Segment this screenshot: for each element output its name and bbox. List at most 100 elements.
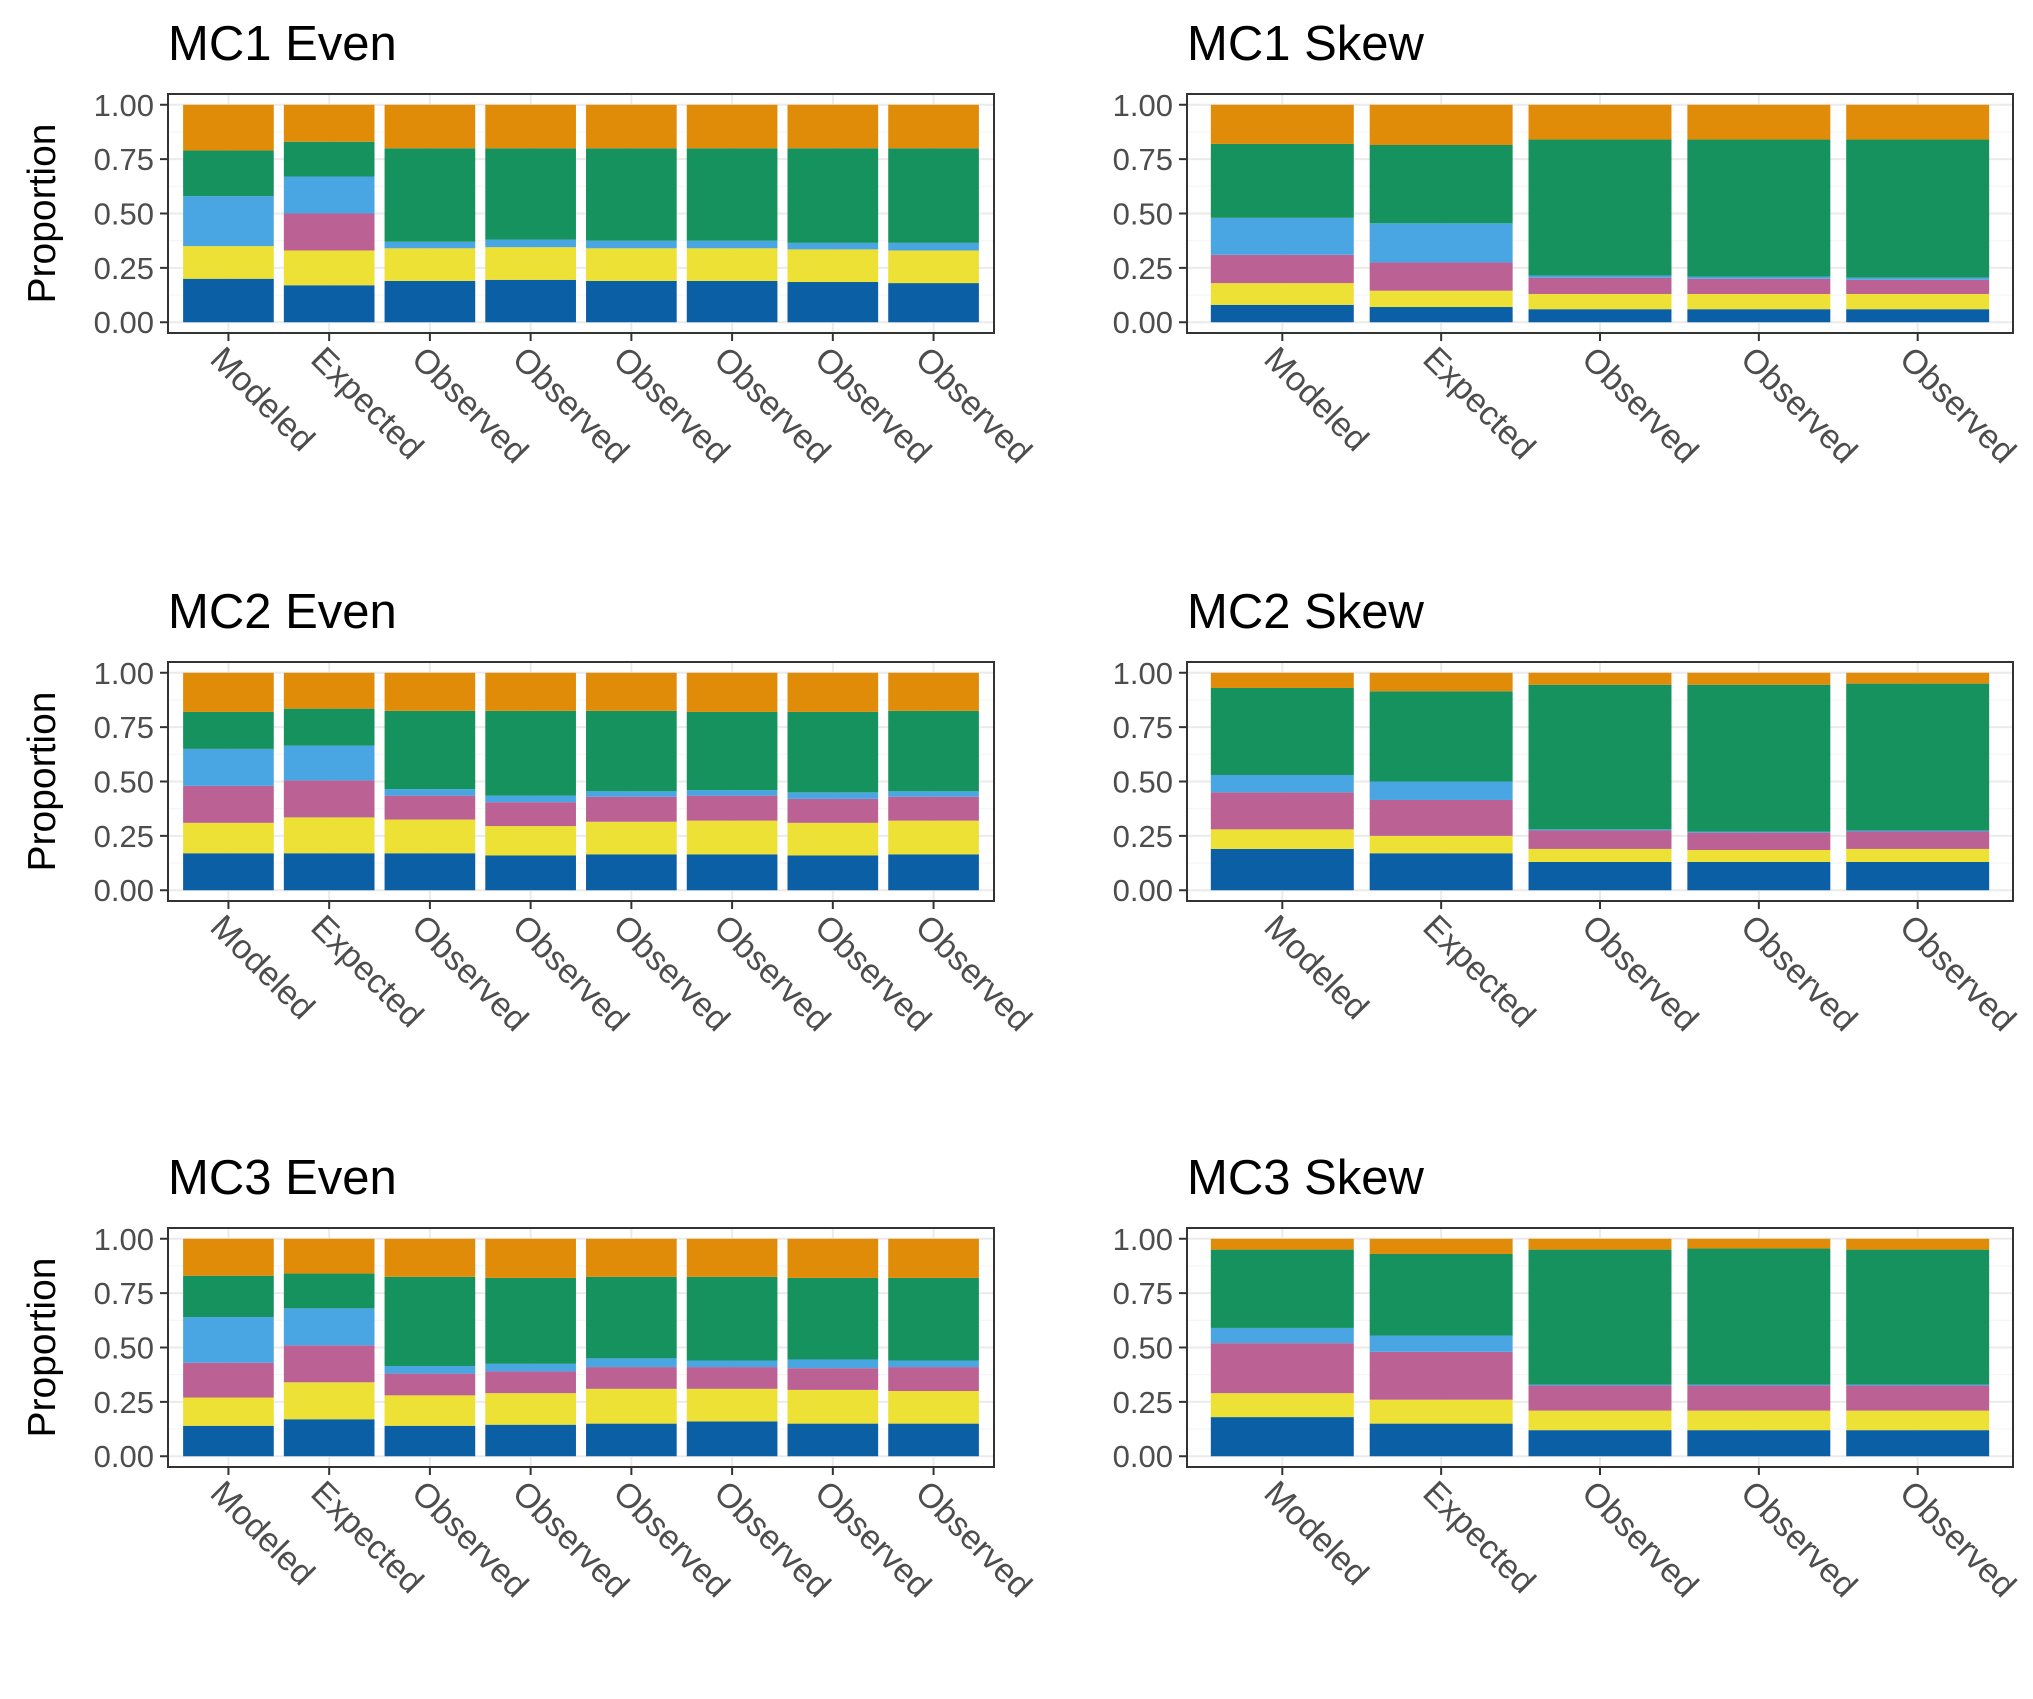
x-tick-label: Expected (1415, 908, 1542, 1035)
bar-8 (888, 1238, 979, 1457)
bar-6 (686, 672, 778, 891)
bar-segment-pink (1210, 1343, 1354, 1394)
bar-segment-green (586, 710, 677, 792)
bar-2 (1369, 104, 1513, 323)
y-tick-label: 1.00 (1113, 88, 1173, 123)
bar-1 (183, 672, 274, 891)
y-tick-label: 0.00 (1113, 1439, 1173, 1474)
bar-segment-blue (787, 855, 879, 891)
x-tick-label: Observed (1574, 908, 1705, 1039)
x-tick-label: Modeled (203, 908, 322, 1027)
bar-segment-green (586, 148, 677, 241)
bar-segment-yellow (586, 248, 677, 281)
bar-segment-skyblue (1210, 1327, 1354, 1344)
bar-segment-green (485, 148, 576, 240)
bar-segment-skyblue (1210, 774, 1354, 793)
bar-segment-blue (787, 1423, 879, 1457)
bar-segment-pink (183, 1362, 274, 1398)
bar-segment-orange (283, 104, 375, 142)
bar-segment-pink (1528, 1385, 1672, 1411)
bar-segment-yellow (686, 248, 778, 281)
bar-segment-pink (1369, 1351, 1513, 1400)
bar-segment-yellow (787, 1389, 879, 1424)
chart-panel-5: 0.000.250.500.751.00ModeledExpectedObser… (21, 1151, 1039, 1605)
bar-segment-blue (586, 854, 677, 891)
bar-segment-blue (384, 1425, 476, 1457)
bar-segment-orange (283, 1238, 375, 1274)
bar-segment-green (686, 148, 778, 241)
bar-segment-pink (586, 1367, 677, 1389)
bar-segment-pink (485, 802, 576, 827)
x-tick-label: Modeled (203, 340, 322, 459)
bar-segment-skyblue (1687, 831, 1831, 833)
bar-segment-green (1687, 684, 1831, 832)
bar-segment-orange (485, 104, 576, 149)
bar-1 (1210, 1238, 1354, 1457)
bar-segment-yellow (183, 246, 274, 279)
bar-segment-green (1687, 139, 1831, 277)
bar-segment-skyblue (485, 239, 576, 248)
bar-segment-pink (586, 796, 677, 822)
y-tick-label: 0.00 (1113, 305, 1173, 340)
bar-segment-orange (384, 1238, 476, 1277)
bar-segment-orange (1369, 1238, 1513, 1254)
bar-segment-green (1210, 143, 1354, 218)
bar-segment-skyblue (586, 240, 677, 249)
bar-segment-pink (1369, 799, 1513, 836)
y-tick-label: 1.00 (94, 88, 154, 123)
bar-segment-orange (586, 1238, 677, 1277)
bar-segment-yellow (1369, 1399, 1513, 1424)
y-tick-label: 0.25 (94, 819, 154, 854)
bar-segment-pink (1846, 279, 1990, 294)
bar-7 (787, 104, 879, 323)
bar-segment-blue (384, 280, 476, 323)
bar-8 (888, 672, 979, 891)
bar-segment-pink (686, 795, 778, 821)
x-tick-label: Modeled (1257, 908, 1376, 1027)
bar-segment-pink (485, 1371, 576, 1394)
bar-3 (384, 672, 476, 891)
bar-segment-pink (1528, 830, 1672, 849)
bar-segment-skyblue (686, 790, 778, 796)
bar-segment-blue (384, 853, 476, 891)
bar-segment-skyblue (787, 242, 879, 250)
bar-segment-green (787, 711, 879, 793)
bar-5 (586, 672, 677, 891)
bar-segment-green (384, 1276, 476, 1366)
bar-segment-blue (183, 1425, 274, 1457)
chart-title: MC3 Even (168, 1151, 397, 1205)
y-tick-label: 1.00 (1113, 1222, 1173, 1257)
bar-segment-blue (283, 1419, 375, 1457)
bar-segment-green (1846, 683, 1990, 831)
bar-1 (183, 104, 274, 323)
x-tick-label: Modeled (1257, 340, 1376, 459)
bar-segment-orange (686, 672, 778, 712)
bar-7 (787, 672, 879, 891)
x-tick-label: Observed (1892, 908, 2023, 1039)
bar-1 (1210, 672, 1354, 891)
chart-title: MC2 Skew (1187, 585, 1425, 639)
bar-4 (485, 672, 576, 891)
x-tick-label: Observed (1733, 908, 1864, 1039)
bar-segment-blue (888, 283, 979, 323)
bar-3 (1528, 104, 1672, 323)
bar-segment-orange (1687, 1238, 1831, 1249)
bar-segment-green (384, 710, 476, 790)
bar-segment-skyblue (888, 791, 979, 797)
bar-segment-blue (1210, 1417, 1354, 1457)
bar-segment-orange (183, 672, 274, 712)
bar-segment-green (1528, 1249, 1672, 1385)
bar-segment-blue (1210, 848, 1354, 891)
y-axis-label: Proportion (21, 1258, 64, 1438)
bar-segment-skyblue (686, 240, 778, 249)
bar-segment-pink (384, 795, 476, 820)
chart-title: MC3 Skew (1187, 1151, 1425, 1205)
bar-segment-blue (283, 285, 375, 323)
bar-6 (686, 104, 778, 323)
bar-5 (586, 104, 677, 323)
bar-segment-yellow (1846, 848, 1990, 862)
y-tick-label: 1.00 (94, 656, 154, 691)
bar-segment-orange (787, 104, 879, 149)
bar-segment-pink (787, 798, 879, 823)
